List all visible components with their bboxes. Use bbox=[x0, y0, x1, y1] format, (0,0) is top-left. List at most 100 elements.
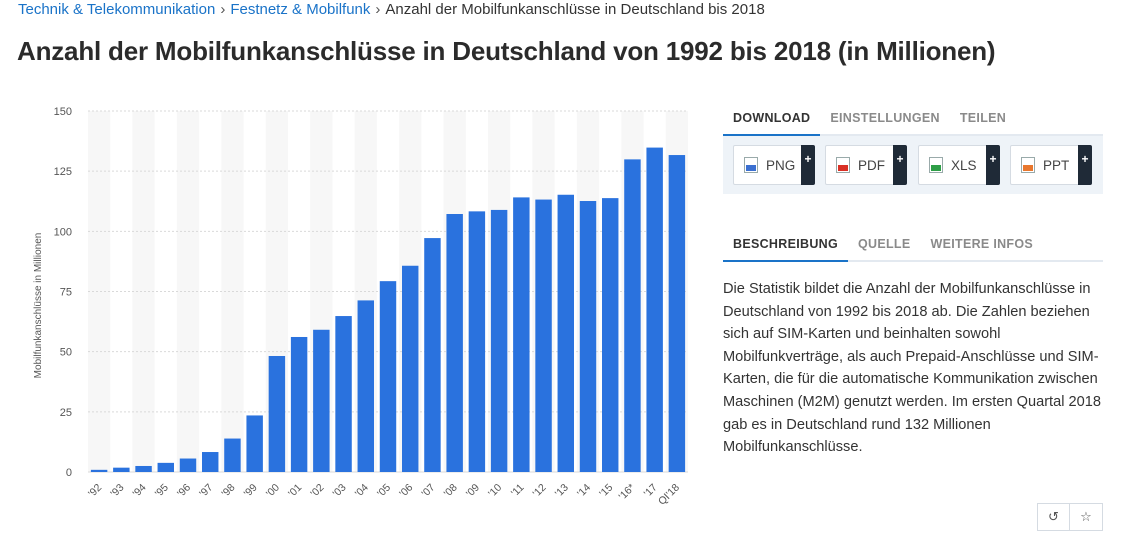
x-tick-label: '96 bbox=[175, 482, 193, 500]
bar bbox=[246, 415, 263, 472]
breadcrumb-separator: › bbox=[375, 1, 381, 18]
download-options: PNG + PDF + XLS + PPT + bbox=[723, 136, 1103, 194]
bar bbox=[535, 199, 552, 472]
x-tick-label: '92 bbox=[86, 482, 104, 500]
tab-beschreibung[interactable]: BESCHREIBUNG bbox=[723, 237, 848, 262]
x-tick-label: '95 bbox=[153, 482, 171, 500]
x-tick-label: '93 bbox=[108, 482, 126, 500]
x-tick-label: '04 bbox=[353, 482, 371, 500]
bar bbox=[313, 329, 330, 472]
y-tick-label: 125 bbox=[54, 166, 72, 178]
tab-quelle[interactable]: QUELLE bbox=[858, 237, 911, 251]
bar bbox=[668, 155, 686, 472]
x-tick-label: '01 bbox=[286, 482, 304, 500]
page-title: Anzahl der Mobilfunkanschlüsse in Deutsc… bbox=[17, 36, 996, 66]
x-tick-label: '15 bbox=[597, 482, 615, 500]
x-tick-label: '06 bbox=[397, 482, 415, 500]
x-tick-label: '94 bbox=[131, 482, 149, 500]
history-icon[interactable]: ↺ bbox=[1037, 503, 1070, 531]
x-tick-label: '09 bbox=[464, 482, 482, 500]
bar bbox=[202, 452, 219, 472]
x-tick-label: '13 bbox=[553, 482, 571, 500]
download-pdf-label: PDF bbox=[858, 157, 885, 173]
tab-download[interactable]: DOWNLOAD bbox=[723, 111, 821, 136]
x-tick-label: QI'18 bbox=[656, 482, 682, 508]
x-tick-label: '14 bbox=[575, 482, 593, 500]
png-file-icon bbox=[744, 157, 758, 173]
bar bbox=[335, 316, 352, 472]
y-tick-label: 0 bbox=[66, 467, 72, 479]
breadcrumb-separator: › bbox=[220, 1, 226, 18]
y-tick-label: 25 bbox=[60, 407, 72, 419]
y-axis-label: Mobilfunkanschlüsse in Millionen bbox=[33, 233, 44, 379]
pdf-file-icon bbox=[836, 157, 850, 173]
bar bbox=[490, 209, 508, 472]
download-png-button[interactable]: PNG + bbox=[733, 145, 815, 185]
bar bbox=[90, 469, 108, 472]
bar bbox=[579, 201, 597, 472]
x-tick-label: '16* bbox=[617, 482, 638, 503]
info-tabs: BESCHREIBUNG QUELLE WEITERE INFOS bbox=[723, 228, 1103, 262]
x-tick-label: '10 bbox=[486, 482, 504, 500]
x-tick-label: '99 bbox=[242, 482, 260, 500]
description-text: Die Statistik bildet die Anzahl der Mobi… bbox=[723, 281, 1101, 456]
x-tick-label: '12 bbox=[531, 482, 549, 500]
download-ppt-label: PPT bbox=[1043, 157, 1070, 173]
bar bbox=[224, 438, 241, 472]
bar bbox=[468, 211, 486, 472]
bar-chart: 0 25 50 75 100 125 150 '92'93 '94'95'96'97'98 '99… bbox=[33, 106, 688, 508]
y-tick-label: 150 bbox=[54, 106, 72, 118]
x-tick-label: '03 bbox=[331, 482, 349, 500]
y-tick-label: 50 bbox=[60, 347, 72, 359]
xls-file-icon bbox=[929, 157, 943, 173]
bar bbox=[646, 147, 663, 472]
download-tabs: DOWNLOAD EINSTELLUNGEN TEILEN bbox=[723, 102, 1103, 136]
star-icon[interactable]: ☆ bbox=[1070, 503, 1103, 531]
bar bbox=[357, 300, 374, 472]
ppt-file-icon bbox=[1021, 157, 1035, 173]
x-tick-label: '11 bbox=[509, 482, 527, 500]
plus-icon: + bbox=[801, 145, 815, 185]
bar bbox=[424, 238, 441, 472]
x-tick-label: '02 bbox=[308, 482, 326, 500]
bar bbox=[624, 159, 641, 472]
y-tick-label: 75 bbox=[60, 287, 72, 299]
breadcrumb: Technik & Telekommunikation › Festnetz & M… bbox=[18, 1, 765, 18]
tab-einstellungen[interactable]: EINSTELLUNGEN bbox=[830, 111, 940, 125]
download-xls-button[interactable]: XLS + bbox=[918, 145, 1000, 185]
x-tick-label: '98 bbox=[219, 482, 237, 500]
x-tick-label: '05 bbox=[375, 482, 393, 500]
breadcrumb-item-technik[interactable]: Technik & Telekommunikation bbox=[18, 1, 216, 18]
download-png-label: PNG bbox=[766, 157, 796, 173]
bar bbox=[268, 355, 286, 472]
bar bbox=[402, 265, 419, 472]
tab-weitere-infos[interactable]: WEITERE INFOS bbox=[930, 237, 1034, 251]
bar bbox=[446, 214, 463, 472]
tab-teilen[interactable]: TEILEN bbox=[959, 111, 1007, 125]
download-xls-label: XLS bbox=[951, 157, 977, 173]
bar bbox=[179, 458, 197, 472]
column-band bbox=[88, 111, 111, 472]
plus-icon: + bbox=[1078, 145, 1092, 185]
bar bbox=[157, 462, 174, 472]
bar bbox=[557, 194, 574, 472]
column-band bbox=[132, 111, 155, 472]
x-tick-label: '07 bbox=[419, 482, 437, 500]
plus-icon: + bbox=[893, 145, 907, 185]
bar bbox=[290, 336, 308, 472]
bar bbox=[602, 198, 619, 472]
plus-icon: + bbox=[986, 145, 1000, 185]
bar bbox=[113, 467, 130, 472]
download-ppt-button[interactable]: PPT + bbox=[1010, 145, 1092, 185]
icon-button-group: ↺ ☆ bbox=[1037, 503, 1103, 531]
download-pdf-button[interactable]: PDF + bbox=[825, 145, 907, 185]
x-tick-label: '97 bbox=[197, 482, 215, 500]
bar bbox=[513, 197, 530, 472]
bar bbox=[135, 465, 152, 472]
breadcrumb-item-festnetz[interactable]: Festnetz & Mobilfunk bbox=[230, 1, 371, 18]
breadcrumb-current: Anzahl der Mobilfunkanschlüsse in Deutsc… bbox=[385, 1, 765, 18]
x-tick-label: '00 bbox=[264, 482, 282, 500]
x-tick-label: '08 bbox=[442, 482, 460, 500]
bar bbox=[379, 281, 397, 472]
y-tick-label: 100 bbox=[54, 226, 72, 238]
